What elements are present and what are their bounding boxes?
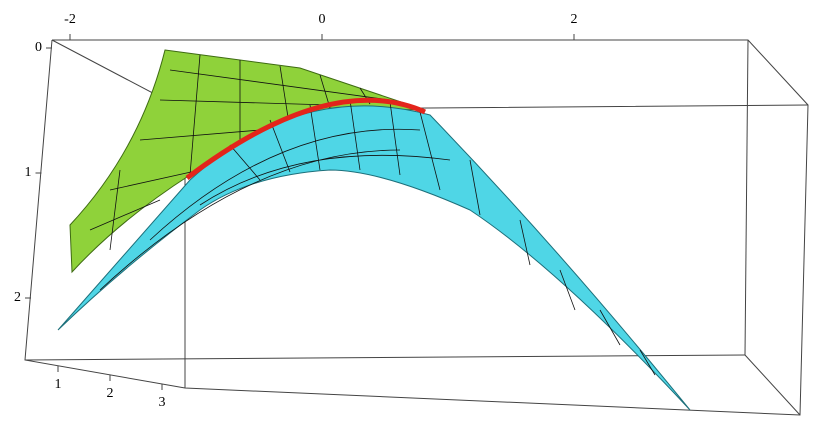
- x-tick-label: -2: [64, 12, 76, 27]
- red-curve: [185, 97, 427, 180]
- y-tick-label: 2: [107, 386, 114, 401]
- x-tick-label: 2: [571, 12, 578, 27]
- z-tick-label: 0: [35, 40, 42, 55]
- x-tick-label: 0: [319, 12, 326, 27]
- y-tick-label: 3: [159, 395, 166, 410]
- cyan-surface: [57, 99, 691, 411]
- z-tick-label: 2: [14, 290, 21, 305]
- z-tick-label: 1: [25, 165, 32, 180]
- bounding-box: [24, 39, 809, 416]
- y-tick-label: 1: [55, 377, 62, 392]
